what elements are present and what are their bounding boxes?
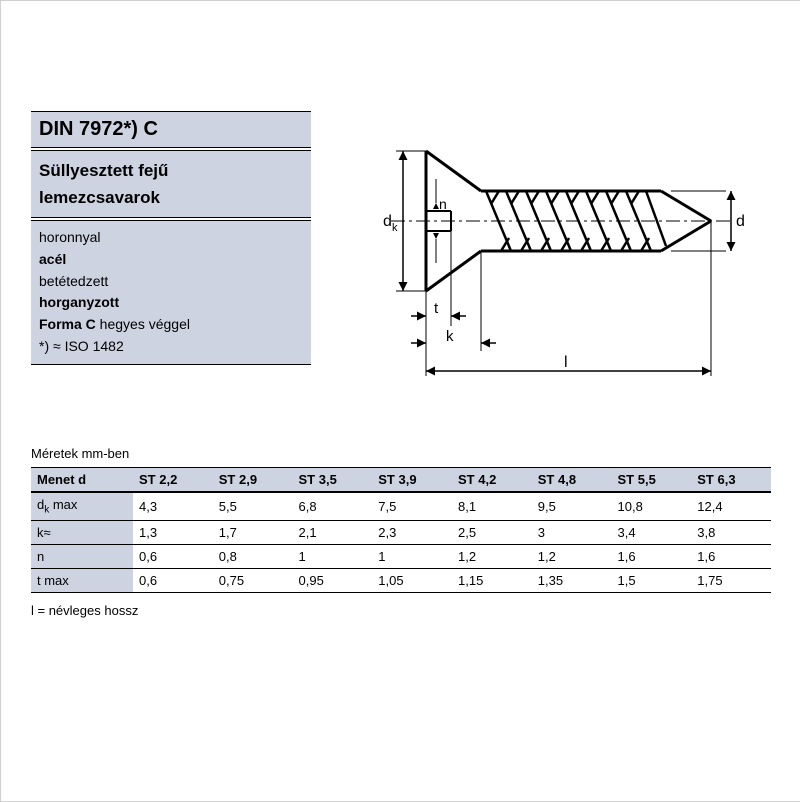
table-cell: 10,8 bbox=[612, 492, 692, 520]
table-cell: 0,6 bbox=[133, 544, 213, 568]
table-row: k≈1,31,72,12,32,533,43,8 bbox=[31, 520, 771, 544]
page: DIN 7972*) C Süllyesztett fejű lemezcsav… bbox=[0, 0, 800, 802]
svg-text:d: d bbox=[383, 213, 392, 230]
table-cell: 1 bbox=[372, 544, 452, 568]
table-cell: 0,75 bbox=[213, 568, 293, 592]
row-label: dk max bbox=[31, 492, 133, 520]
col-head: ST 3,9 bbox=[372, 468, 452, 493]
screw-diagram: d k n d t bbox=[331, 91, 751, 391]
row-label: t max bbox=[31, 568, 133, 592]
detail-line-1: horonnyal bbox=[39, 229, 101, 245]
detail-line-6: *) ≈ ISO 1482 bbox=[39, 338, 124, 354]
table-cell: 1,5 bbox=[612, 568, 692, 592]
row-label: k≈ bbox=[31, 520, 133, 544]
col-head: ST 2,2 bbox=[133, 468, 213, 493]
detail-line-5a: Forma C bbox=[39, 316, 96, 332]
col-head: ST 2,9 bbox=[213, 468, 293, 493]
units-label: Méretek mm-ben bbox=[31, 446, 771, 461]
standard-subtitle: Süllyesztett fejű lemezcsavarok bbox=[31, 150, 311, 218]
table-body: dk max4,35,56,87,58,19,510,812,4k≈1,31,7… bbox=[31, 492, 771, 592]
svg-text:k: k bbox=[392, 222, 398, 234]
svg-text:t: t bbox=[434, 300, 439, 317]
dimensions-table-wrap: Méretek mm-ben Menet d ST 2,2 ST 2,9 ST … bbox=[31, 446, 771, 618]
table-cell: 1,35 bbox=[532, 568, 612, 592]
table-cell: 0,95 bbox=[293, 568, 373, 592]
table-row: n0,60,8111,21,21,61,6 bbox=[31, 544, 771, 568]
table-header-row: Menet d ST 2,2 ST 2,9 ST 3,5 ST 3,9 ST 4… bbox=[31, 468, 771, 493]
detail-line-2: acél bbox=[39, 251, 66, 267]
table-cell: 1,6 bbox=[691, 544, 771, 568]
table-cell: 2,5 bbox=[452, 520, 532, 544]
table-cell: 1,7 bbox=[213, 520, 293, 544]
table-cell: 2,1 bbox=[293, 520, 373, 544]
table-cell: 0,8 bbox=[213, 544, 293, 568]
table-legend: l = névleges hossz bbox=[31, 603, 771, 618]
subtitle-line-2: lemezcsavarok bbox=[39, 188, 160, 207]
table-row: dk max4,35,56,87,58,19,510,812,4 bbox=[31, 492, 771, 520]
table-row: t max0,60,750,951,051,151,351,51,75 bbox=[31, 568, 771, 592]
table-cell: 0,6 bbox=[133, 568, 213, 592]
table-cell: 1,15 bbox=[452, 568, 532, 592]
top-region: DIN 7972*) C Süllyesztett fejű lemezcsav… bbox=[31, 111, 771, 401]
detail-line-5b: hegyes véggel bbox=[96, 316, 190, 332]
standard-details: horonnyal acél betétedzett horganyzott F… bbox=[31, 220, 311, 364]
row-label: n bbox=[31, 544, 133, 568]
table-cell: 7,5 bbox=[372, 492, 452, 520]
table-header-rowlabel: Menet d bbox=[31, 468, 133, 493]
col-head: ST 4,2 bbox=[452, 468, 532, 493]
info-column: DIN 7972*) C Süllyesztett fejű lemezcsav… bbox=[31, 111, 311, 367]
col-head: ST 4,8 bbox=[532, 468, 612, 493]
table-cell: 1,3 bbox=[133, 520, 213, 544]
table-cell: 4,3 bbox=[133, 492, 213, 520]
detail-line-3: betétedzett bbox=[39, 273, 108, 289]
table-cell: 3,8 bbox=[691, 520, 771, 544]
table-cell: 3,4 bbox=[612, 520, 692, 544]
col-head: ST 3,5 bbox=[293, 468, 373, 493]
subtitle-line-1: Süllyesztett fejű bbox=[39, 161, 168, 180]
svg-text:n: n bbox=[439, 196, 447, 212]
col-head: ST 5,5 bbox=[612, 468, 692, 493]
col-head: ST 6,3 bbox=[691, 468, 771, 493]
table-cell: 2,3 bbox=[372, 520, 452, 544]
table-cell: 8,1 bbox=[452, 492, 532, 520]
table-cell: 5,5 bbox=[213, 492, 293, 520]
table-cell: 1,2 bbox=[532, 544, 612, 568]
svg-text:l: l bbox=[564, 354, 568, 371]
table-cell: 3 bbox=[532, 520, 612, 544]
standard-title: DIN 7972*) C bbox=[31, 111, 311, 148]
table-cell: 12,4 bbox=[691, 492, 771, 520]
table-cell: 6,8 bbox=[293, 492, 373, 520]
svg-text:d: d bbox=[736, 213, 745, 230]
table-cell: 9,5 bbox=[532, 492, 612, 520]
detail-line-4: horganyzott bbox=[39, 294, 119, 310]
table-cell: 1,2 bbox=[452, 544, 532, 568]
dimensions-table: Menet d ST 2,2 ST 2,9 ST 3,5 ST 3,9 ST 4… bbox=[31, 467, 771, 593]
table-cell: 1 bbox=[293, 544, 373, 568]
table-cell: 1,05 bbox=[372, 568, 452, 592]
table-cell: 1,6 bbox=[612, 544, 692, 568]
svg-text:k: k bbox=[446, 328, 454, 345]
table-cell: 1,75 bbox=[691, 568, 771, 592]
